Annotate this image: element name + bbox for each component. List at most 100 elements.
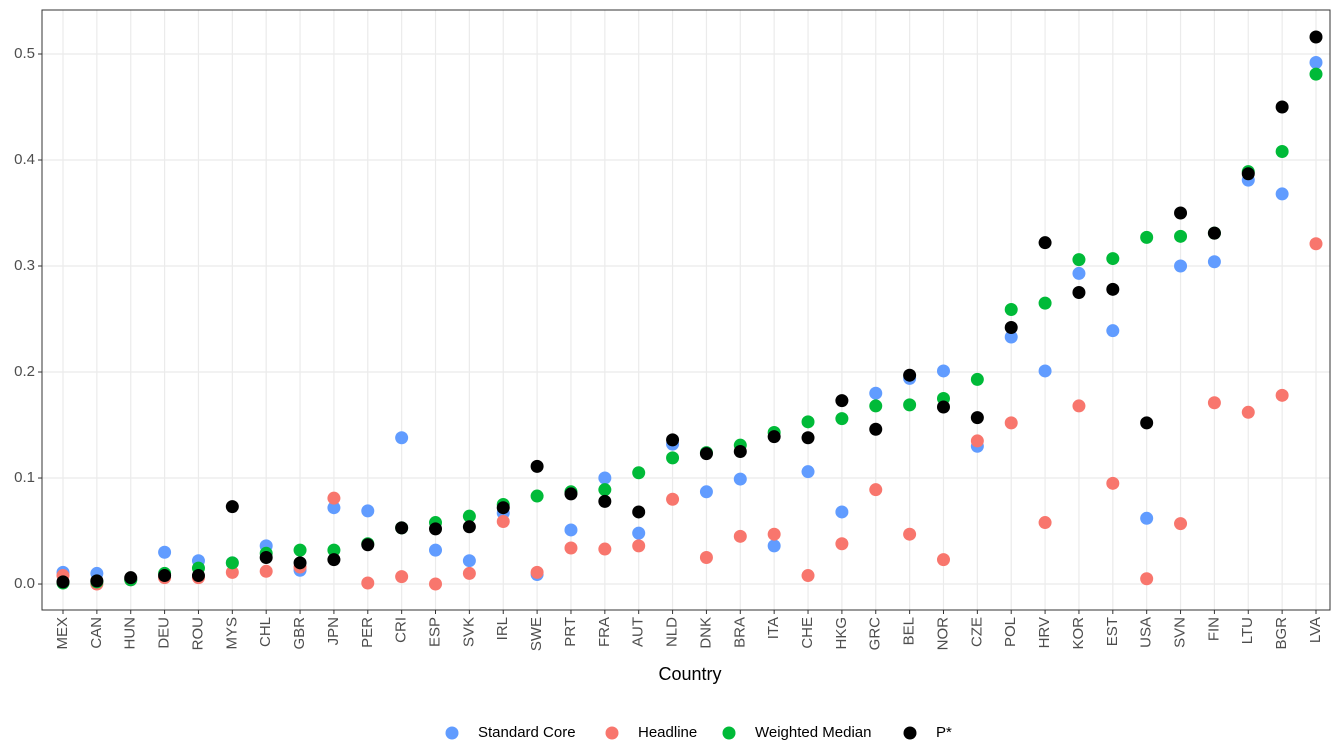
x-tick-label: SVN	[1172, 617, 1189, 648]
point	[869, 386, 883, 400]
point	[1004, 320, 1018, 334]
legend-marker	[445, 726, 459, 740]
point	[225, 500, 239, 514]
point	[666, 433, 680, 447]
point	[1106, 476, 1120, 490]
point	[564, 487, 578, 501]
point	[395, 570, 409, 584]
legend-marker	[722, 726, 736, 740]
point	[733, 445, 747, 459]
point	[699, 447, 713, 461]
x-tick-label: EST	[1104, 617, 1121, 646]
point	[1140, 511, 1154, 525]
point	[462, 566, 476, 580]
point	[327, 543, 341, 557]
point	[936, 553, 950, 567]
x-tick-label: ESP	[426, 617, 443, 647]
x-tick-label: DNK	[697, 617, 714, 649]
point	[767, 527, 781, 541]
x-tick-label: CZE	[968, 617, 985, 647]
x-tick-label: FRA	[596, 617, 613, 647]
point	[564, 541, 578, 555]
point	[1309, 55, 1323, 69]
point	[835, 412, 849, 426]
point	[835, 537, 849, 551]
x-axis-title: Country	[658, 664, 721, 684]
x-tick-label: JPN	[325, 617, 342, 645]
point	[869, 422, 883, 436]
point	[632, 466, 646, 480]
point	[1072, 286, 1086, 300]
point	[903, 527, 917, 541]
point	[1309, 237, 1323, 251]
point	[462, 554, 476, 568]
point	[259, 564, 273, 578]
point	[1072, 266, 1086, 280]
x-tick-label: SWE	[528, 617, 545, 651]
x-tick-label: BRA	[731, 617, 748, 648]
x-tick-label: CRI	[393, 617, 410, 643]
x-tick-label: BGR	[1273, 617, 1290, 650]
point	[429, 577, 443, 591]
x-tick-label: CHE	[799, 617, 816, 649]
point	[598, 471, 612, 485]
point	[699, 551, 713, 565]
point	[327, 553, 341, 567]
point	[462, 520, 476, 534]
point	[564, 523, 578, 537]
point	[598, 494, 612, 508]
point	[327, 501, 341, 515]
y-tick-label: 0.4	[14, 151, 35, 168]
x-tick-label: NOR	[934, 617, 951, 651]
point	[1241, 405, 1255, 419]
legend-label: Weighted Median	[755, 724, 871, 741]
point	[598, 483, 612, 497]
panel-border	[41, 9, 1331, 611]
point	[395, 521, 409, 535]
point	[1140, 230, 1154, 244]
x-tick-label: ROU	[189, 617, 206, 650]
point	[1207, 396, 1221, 410]
point	[293, 556, 307, 570]
point	[496, 501, 510, 515]
point	[598, 542, 612, 556]
point	[462, 509, 476, 523]
point	[158, 569, 172, 583]
x-tick-label: GRC	[867, 617, 884, 651]
x-tick-label: MEX	[54, 617, 71, 650]
point	[429, 522, 443, 536]
x-tick-label: POL	[1002, 617, 1019, 647]
point	[1038, 364, 1052, 378]
point	[936, 364, 950, 378]
point	[1072, 253, 1086, 267]
point	[530, 459, 544, 473]
point	[733, 472, 747, 486]
point	[869, 399, 883, 413]
x-tick-label: PER	[359, 617, 376, 648]
x-tick-label: HRV	[1036, 617, 1053, 648]
point	[835, 394, 849, 408]
point	[903, 368, 917, 382]
point	[1038, 296, 1052, 310]
point	[936, 400, 950, 414]
legend-label: Standard Core	[478, 724, 576, 741]
point	[767, 539, 781, 553]
point	[1038, 516, 1052, 530]
x-tick-label: MYS	[223, 617, 240, 650]
point	[361, 504, 375, 518]
point	[1309, 30, 1323, 44]
y-tick-label: 0.3	[14, 257, 35, 274]
point	[1174, 206, 1188, 220]
point	[632, 505, 646, 519]
x-tick-label: AUT	[630, 617, 647, 647]
point	[124, 571, 138, 585]
point	[1207, 226, 1221, 240]
point	[530, 489, 544, 503]
x-tick-label: IRL	[494, 617, 511, 640]
point	[90, 574, 104, 588]
point	[1038, 236, 1052, 250]
x-tick-label: HUN	[122, 617, 139, 650]
point	[1275, 145, 1289, 159]
